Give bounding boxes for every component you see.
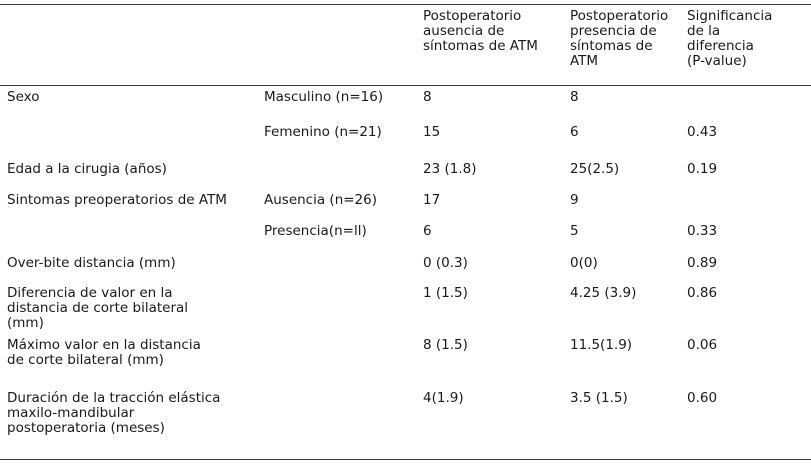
row-value-absence: 23 (1.8)	[423, 161, 477, 177]
header-col-postop-absence: Postoperatorio ausencia de síntomas de A…	[423, 8, 538, 54]
row-value-presence: 5	[570, 223, 579, 239]
row-label: Sintomas preoperatorios de ATM	[7, 192, 227, 208]
row-label: Duración de la tracción elástica maxilo-…	[7, 390, 221, 436]
row-value-presence: 6	[570, 124, 579, 140]
row-p-value: 0.43	[687, 124, 718, 140]
header-col-postop-presence: Postoperatorio presencia de síntomas de …	[570, 8, 669, 69]
row-value-presence: 8	[570, 89, 579, 105]
row-value-absence: 1 (1.5)	[423, 285, 468, 301]
row-p-value: 0.89	[687, 255, 718, 271]
row-value-absence: 15	[423, 124, 441, 140]
row-p-value: 0.86	[687, 285, 718, 301]
row-value-absence: 6	[423, 223, 432, 239]
row-label: Máximo valor en la distancia de corte bi…	[7, 337, 201, 368]
row-value-presence: 9	[570, 192, 579, 208]
row-sublabel: Masculino (n=16)	[264, 89, 384, 105]
header-bottom-rule	[0, 85, 811, 86]
table-top-rule	[0, 4, 811, 5]
row-label: Edad a la cirugia (años)	[7, 161, 167, 177]
row-value-presence: 11.5(1.9)	[570, 337, 633, 353]
row-value-absence: 8	[423, 89, 432, 105]
row-p-value: 0.60	[687, 390, 718, 406]
row-value-presence: 0(0)	[570, 255, 598, 271]
row-p-value: 0.19	[687, 161, 718, 177]
row-value-absence: 0 (0.3)	[423, 255, 468, 271]
row-p-value: 0.06	[687, 337, 718, 353]
row-label: Sexo	[7, 89, 40, 105]
row-sublabel: Ausencia (n=26)	[264, 192, 378, 208]
row-value-presence: 3.5 (1.5)	[570, 390, 628, 406]
row-label: Diferencia de valor en la distancia de c…	[7, 286, 189, 330]
row-value-absence: 17	[423, 192, 441, 208]
table-bottom-rule	[0, 459, 811, 460]
row-value-presence: 25(2.5)	[570, 161, 620, 177]
row-label: Over-bite distancia (mm)	[7, 255, 176, 271]
row-sublabel: Femenino (n=21)	[264, 124, 382, 140]
row-value-absence: 8 (1.5)	[423, 337, 468, 353]
row-value-absence: 4(1.9)	[423, 390, 464, 406]
row-p-value: 0.33	[687, 223, 718, 239]
row-value-presence: 4.25 (3.9)	[570, 285, 637, 301]
row-sublabel: Presencia(n=ll)	[264, 223, 367, 239]
header-col-significance: Significancia de la diferencia (P-value)	[687, 8, 773, 69]
